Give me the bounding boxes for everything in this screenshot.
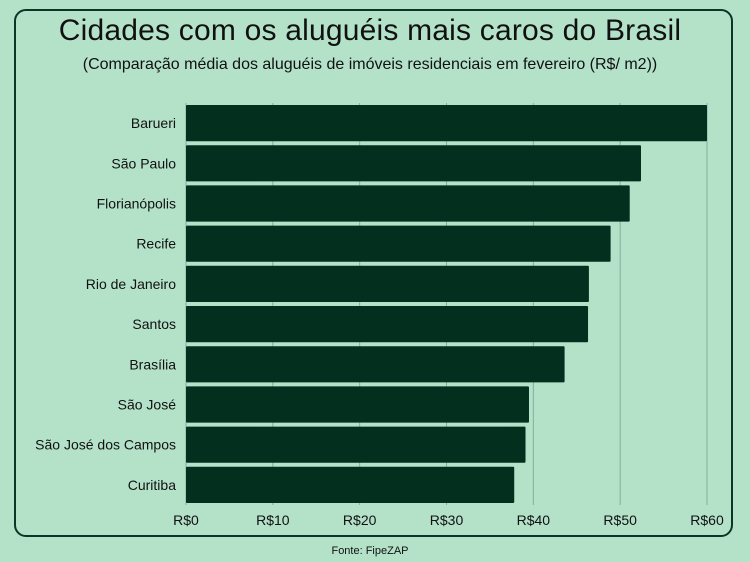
chart-title: Cidades com os aluguéis mais caros do Br… (58, 14, 682, 47)
bar (186, 105, 707, 142)
bar (186, 466, 515, 503)
bar (186, 265, 589, 302)
bar (186, 426, 526, 463)
category-label: São Paulo (111, 155, 176, 171)
chart-frame (14, 9, 733, 537)
x-tick-label: R$50 (603, 512, 637, 528)
bar (186, 306, 589, 343)
category-label: São José (118, 397, 177, 413)
category-label: Santos (132, 316, 176, 332)
category-label: Barueri (131, 115, 176, 131)
x-tick-label: R$10 (256, 512, 290, 528)
category-label: São José dos Campos (35, 437, 176, 453)
bar (186, 346, 565, 383)
category-label: Rio de Janeiro (86, 276, 176, 292)
bar (186, 386, 529, 423)
category-label: Brasília (129, 356, 176, 372)
x-tick-label: R$60 (690, 512, 724, 528)
category-label: Curitiba (128, 477, 176, 493)
x-tick-label: R$30 (430, 512, 464, 528)
bar (186, 225, 611, 262)
category-label: Florianópolis (97, 196, 176, 212)
category-label: Recife (136, 236, 176, 252)
chart-subtitle: (Comparação média dos aluguéis de imóvei… (82, 56, 658, 73)
x-tick-label: R$40 (517, 512, 551, 528)
bar (186, 145, 642, 182)
source-note: Fonte: FipeZAP (331, 545, 409, 557)
bar (186, 185, 630, 222)
x-tick-label: R$0 (173, 512, 199, 528)
x-tick-label: R$20 (343, 512, 377, 528)
